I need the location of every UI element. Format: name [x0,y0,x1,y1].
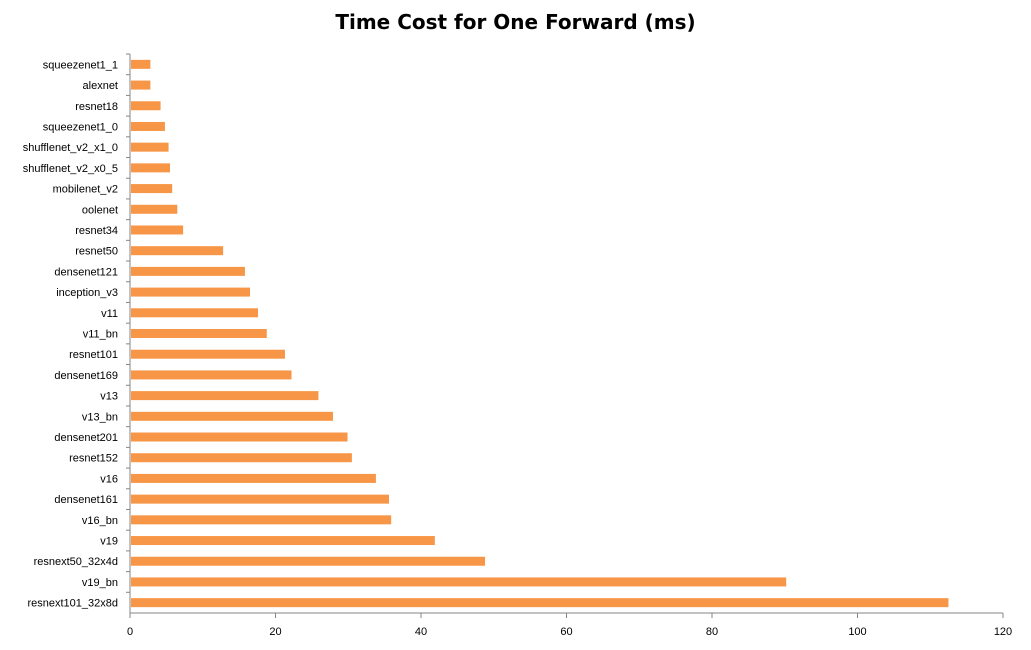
y-tick-label: resnet34 [75,225,118,237]
bar [131,329,267,338]
y-tick-label: resnet152 [69,453,118,465]
x-tick-label: 100 [848,626,866,638]
y-tick-label: v13_bn [82,411,118,423]
y-tick-label: mobilenet_v2 [53,184,118,196]
bar [131,577,787,587]
x-tick-label: 20 [269,626,281,638]
bar [131,391,319,401]
bar [131,349,285,359]
bar [131,536,435,546]
chart-title: Time Cost for One Forward (ms) [335,10,696,34]
y-tick-label: v19 [100,536,118,548]
bar [131,204,178,214]
y-tick-label: v11 [101,308,118,320]
x-tick-label: 120 [994,626,1012,638]
bar [131,515,392,525]
y-tick-label: v11_bn [83,329,118,341]
bar [131,411,333,421]
bar [131,308,259,318]
x-tick-label: 60 [560,626,572,638]
y-tick-label: shufflenet_v2_x0_5 [23,163,118,175]
y-tick-label: densenet121 [54,266,118,278]
y-tick-label: squeezenet1_0 [43,121,118,133]
bar [131,473,376,483]
y-tick-label: alexnet [83,80,118,92]
x-tick-label: 40 [415,626,427,638]
y-tick-label: densenet201 [54,432,118,444]
y-tick-label: resnet50 [75,246,118,258]
bar [131,370,292,380]
bar [131,163,171,173]
y-tick-label: shufflenet_v2_x1_0 [23,142,118,154]
bar [131,598,949,608]
bars-layer [131,59,949,608]
y-tick-label: resnext50_32x4d [34,556,118,568]
bar [131,59,151,69]
y-tick-label: oolenet [82,204,118,216]
bar [131,494,389,504]
bar [131,142,169,152]
y-tick-label: v16 [100,473,118,485]
x-tick-label: 0 [127,626,133,638]
y-tick-label: inception_v3 [56,287,118,299]
bar [131,121,165,131]
y-tick-label: resnext101_32x8d [27,598,118,610]
bar [131,453,352,463]
y-tick-label: squeezenet1_1 [43,59,118,71]
y-tick-label: densenet161 [54,494,118,506]
y-tick-label: v16_bn [82,515,118,527]
bar [131,266,245,276]
bar [131,184,173,194]
bar [131,432,348,442]
y-tick-label: resnet101 [69,349,118,361]
bar [131,246,224,256]
bar [131,101,161,111]
y-tick-label: resnet18 [75,101,118,113]
x-tick-label: 80 [706,626,718,638]
bar [131,287,251,297]
bar [131,225,184,235]
bar [131,556,486,566]
y-tick-label: v13 [100,391,118,403]
y-tick-label: v19_bn [82,577,118,589]
bar [131,80,151,90]
y-tick-label: densenet169 [54,370,118,382]
